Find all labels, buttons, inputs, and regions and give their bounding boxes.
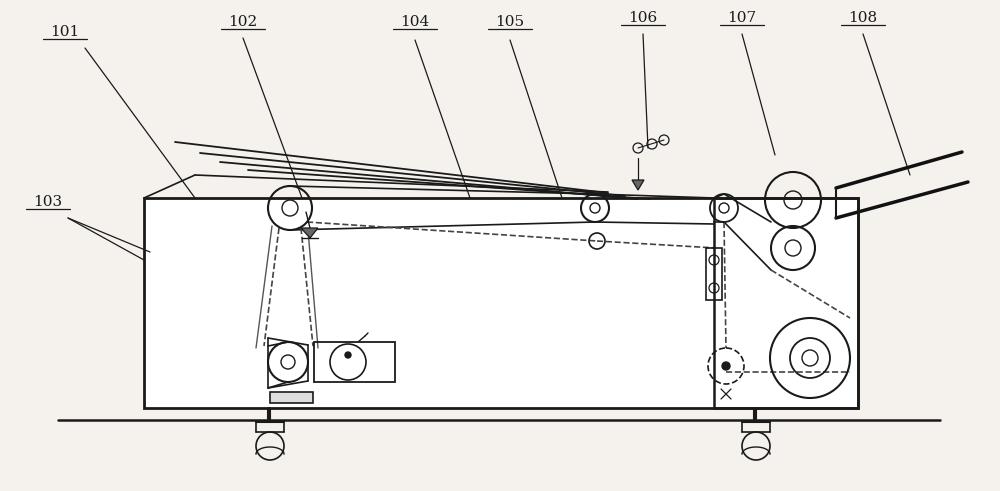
Polygon shape (632, 180, 644, 190)
Text: 101: 101 (50, 25, 80, 39)
Text: 106: 106 (628, 11, 658, 25)
Bar (270, 392, 313, 403)
Text: 107: 107 (727, 11, 757, 25)
Text: 103: 103 (33, 195, 63, 209)
Bar (144, 198, 858, 408)
Text: 104: 104 (400, 15, 430, 29)
Text: 108: 108 (848, 11, 878, 25)
Bar (144, 198, 858, 408)
Circle shape (345, 352, 351, 358)
Text: 102: 102 (228, 15, 258, 29)
Bar (314, 342, 395, 382)
Text: 105: 105 (495, 15, 525, 29)
Circle shape (722, 362, 730, 370)
Bar (714, 198, 858, 408)
Polygon shape (301, 228, 318, 238)
Bar (706, 248, 722, 300)
